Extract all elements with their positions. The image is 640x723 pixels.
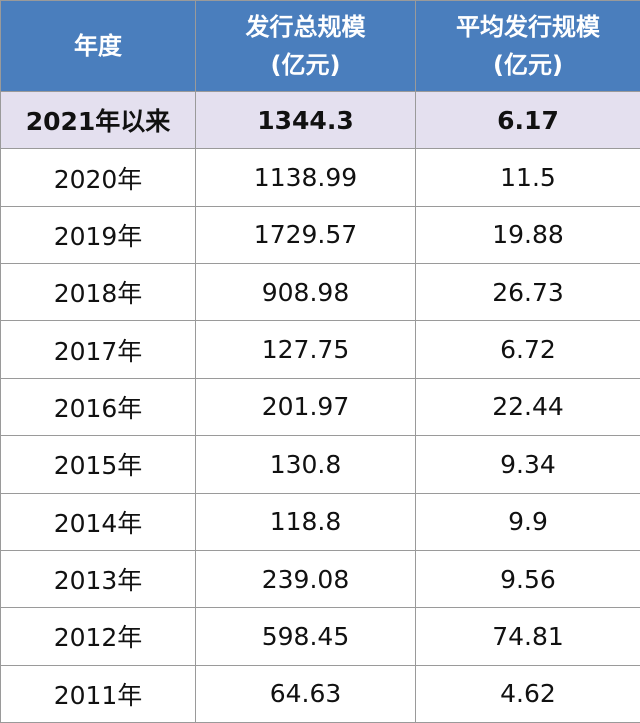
table-header: 年度 发行总规模 (亿元) 平均发行规模 (亿元) — [0, 0, 640, 92]
table-cell: 1138.99 — [195, 148, 416, 207]
table-cell: 2012年 — [0, 607, 196, 666]
table-row: 2014年 118.8 9.9 — [0, 492, 640, 551]
table-cell: 2013年 — [0, 549, 196, 609]
table-cell: 2017年 — [0, 320, 196, 379]
table-row: 2013年 239.08 9.56 — [0, 549, 640, 609]
header-text: 平均发行规模 — [456, 13, 600, 41]
table-cell: 6.17 — [415, 90, 640, 150]
header-cell: 年度 — [0, 0, 196, 92]
table-cell: 118.8 — [195, 492, 416, 551]
table-cell: 22.44 — [415, 377, 640, 437]
table-cell: 19.88 — [415, 205, 640, 265]
header-text: 年度 — [74, 32, 122, 60]
table-cell: 4.62 — [415, 664, 640, 723]
table-cell: 64.63 — [195, 664, 416, 723]
table-cell: 9.9 — [415, 492, 640, 551]
table-cell: 1344.3 — [195, 90, 416, 150]
table-cell: 2011年 — [0, 664, 196, 723]
table-row: 2015年 130.8 9.34 — [0, 435, 640, 494]
table-row: 2012年 598.45 74.81 — [0, 607, 640, 666]
table-row: 2021年以来 1344.3 6.17 — [0, 90, 640, 150]
table-row: 2020年 1138.99 11.5 — [0, 148, 640, 207]
table-cell: 908.98 — [195, 263, 416, 322]
table-cell: 201.97 — [195, 377, 416, 437]
table-cell: 2015年 — [0, 435, 196, 494]
table-cell: 1729.57 — [195, 205, 416, 265]
table-cell: 6.72 — [415, 320, 640, 379]
header-text: (亿元) — [270, 51, 341, 79]
table-cell: 9.56 — [415, 549, 640, 609]
table-cell: 239.08 — [195, 549, 416, 609]
table-row: 2018年 908.98 26.73 — [0, 263, 640, 322]
table-row: 2019年 1729.57 19.88 — [0, 205, 640, 265]
table-cell: 127.75 — [195, 320, 416, 379]
header-text: 发行总规模 — [245, 13, 366, 41]
header-cell: 发行总规模 (亿元) — [195, 0, 416, 92]
table-cell: 598.45 — [195, 607, 416, 666]
table-cell: 11.5 — [415, 148, 640, 207]
table-cell: 130.8 — [195, 435, 416, 494]
table-cell: 2016年 — [0, 377, 196, 437]
table-cell: 9.34 — [415, 435, 640, 494]
header-row: 年度 发行总规模 (亿元) 平均发行规模 (亿元) — [0, 0, 640, 92]
table-cell: 2020年 — [0, 148, 196, 207]
table-row: 2016年 201.97 22.44 — [0, 377, 640, 437]
table-cell: 74.81 — [415, 607, 640, 666]
header-cell: 平均发行规模 (亿元) — [415, 0, 640, 92]
table-cell: 2021年以来 — [0, 90, 196, 150]
table-cell: 2018年 — [0, 263, 196, 322]
table-row: 2011年 64.63 4.62 — [0, 664, 640, 723]
table-cell: 2014年 — [0, 492, 196, 551]
table-row: 2017年 127.75 6.72 — [0, 320, 640, 379]
header-text: (亿元) — [493, 51, 563, 79]
table-cell: 2019年 — [0, 205, 196, 265]
table-body: 2021年以来 1344.3 6.17 2020年 1138.99 11.5 2019年 17… — [0, 90, 640, 723]
table-cell: 26.73 — [415, 263, 640, 322]
